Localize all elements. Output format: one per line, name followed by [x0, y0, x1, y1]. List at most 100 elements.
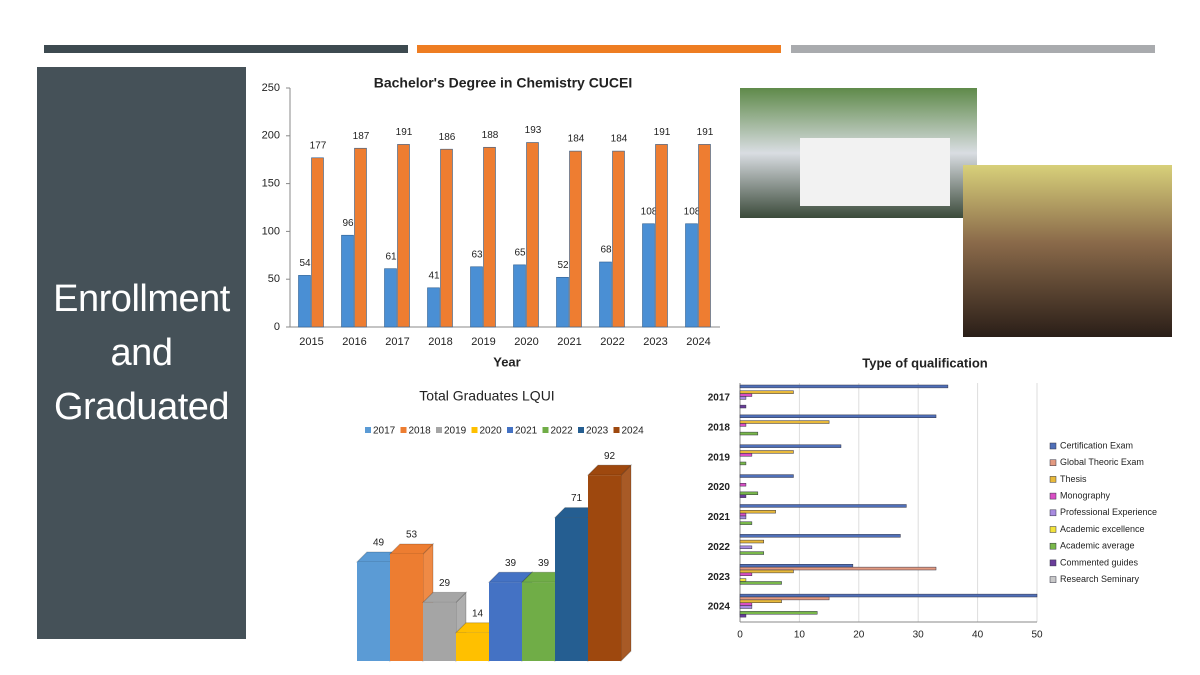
legend-swatch	[436, 427, 442, 433]
data-label: 108	[684, 206, 701, 217]
bar	[739, 444, 842, 448]
bar	[739, 515, 747, 520]
bar	[739, 593, 1038, 598]
data-label: 184	[568, 134, 585, 145]
bar	[739, 551, 765, 555]
legend-swatch	[365, 427, 371, 433]
bar	[685, 223, 698, 328]
x-tick-label: 2024	[686, 336, 710, 348]
legend-label: 2023	[586, 426, 609, 437]
y-tick-label: 150	[262, 178, 280, 190]
x-tick-label: 2022	[600, 336, 624, 348]
legend-swatch	[400, 427, 407, 433]
legend-label: Professional Experience	[1060, 507, 1157, 517]
bar	[612, 150, 625, 328]
legend-label: 2022	[551, 426, 574, 437]
bar	[739, 390, 794, 394]
bar	[427, 287, 440, 328]
bar	[470, 266, 483, 328]
bar	[311, 157, 324, 328]
bar	[456, 632, 489, 661]
data-label: 193	[525, 125, 542, 136]
bar	[739, 453, 753, 457]
chart-title: Bachelor's Degree in Chemistry CUCEI	[374, 75, 633, 91]
legend-label: Academic average	[1060, 541, 1135, 551]
bar	[739, 521, 753, 525]
data-label: 63	[471, 249, 483, 260]
bar	[739, 404, 747, 409]
bar	[489, 582, 522, 661]
x-tick-label: 2017	[385, 336, 409, 348]
legend-label: Research Seminary	[1060, 574, 1140, 584]
data-label: 53	[406, 530, 418, 541]
data-label: 68	[600, 245, 612, 256]
data-label: 65	[514, 248, 526, 259]
legend-swatch	[1049, 559, 1057, 567]
legend-swatch	[1049, 476, 1057, 483]
bar	[739, 602, 753, 606]
bar	[599, 261, 612, 328]
legend-swatch	[578, 427, 584, 433]
x-tick-label: 20	[853, 630, 865, 641]
bar	[526, 142, 539, 328]
bar	[739, 431, 759, 436]
accent-bar	[417, 45, 781, 53]
legend-swatch	[1049, 492, 1057, 500]
bar	[739, 596, 830, 601]
bar-side	[620, 463, 632, 663]
data-label: 187	[353, 131, 370, 142]
bar	[739, 393, 753, 397]
legend-label: 2017	[373, 426, 396, 437]
data-label: 52	[557, 260, 569, 271]
data-label: 191	[654, 127, 671, 138]
x-axis-title: Year	[493, 354, 520, 369]
legend-label: 2019	[444, 426, 467, 437]
bar	[698, 144, 711, 328]
data-label: 184	[611, 134, 628, 145]
bar	[513, 264, 526, 328]
bar	[739, 414, 937, 418]
bar	[739, 474, 794, 478]
bar	[739, 510, 776, 514]
bar	[440, 148, 453, 328]
y-tick-label: 2019	[708, 452, 731, 463]
legend-label: Certification Exam	[1060, 440, 1133, 450]
bar	[397, 144, 410, 328]
data-label: 186	[439, 132, 456, 143]
y-tick-label: 100	[262, 225, 280, 237]
x-tick-label: 10	[794, 630, 806, 641]
bar	[739, 494, 747, 498]
legend-swatch	[613, 427, 620, 433]
chart-title: Type of qualification	[862, 355, 987, 370]
bar	[739, 569, 794, 574]
bar	[354, 147, 367, 328]
x-tick-label: 2021	[557, 336, 581, 348]
bar	[739, 461, 747, 466]
bar	[423, 602, 456, 661]
bar	[357, 562, 390, 661]
title-panel: Enrollment and Graduated	[37, 67, 246, 639]
data-label: 29	[439, 578, 451, 589]
legend-label: 2020	[480, 426, 503, 437]
bar	[739, 420, 830, 424]
bar	[739, 581, 782, 585]
legend-swatch	[542, 427, 549, 433]
data-label: 191	[697, 127, 714, 138]
legend-label: Academic excellence	[1060, 524, 1145, 534]
x-tick-label: 2018	[428, 336, 452, 348]
bar	[390, 553, 423, 661]
bar	[556, 276, 569, 328]
data-label: 39	[505, 558, 517, 569]
bar	[655, 144, 668, 328]
bar	[739, 578, 747, 582]
accent-bar	[44, 45, 408, 53]
legend-swatch	[1049, 442, 1057, 450]
data-label: 61	[385, 251, 397, 262]
bar	[739, 384, 949, 389]
slide-title: Enrollment and Graduated	[53, 278, 230, 428]
x-tick-label: 30	[913, 630, 925, 641]
bar	[739, 545, 753, 549]
data-label: 191	[396, 127, 413, 138]
